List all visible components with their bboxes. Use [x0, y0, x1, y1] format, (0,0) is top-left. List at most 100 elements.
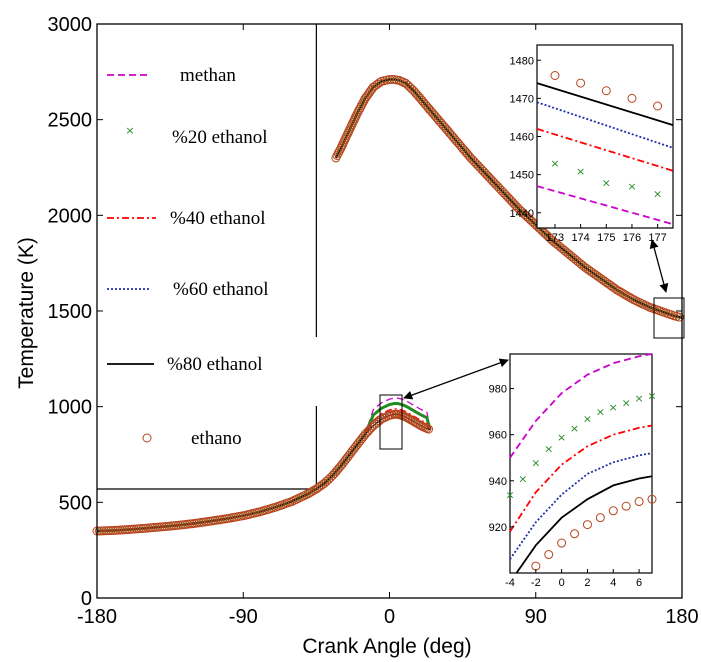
inset-20-ethanol-marker: × [622, 396, 631, 409]
inset-20-ethanol-marker: × [505, 489, 514, 502]
ethano-point [94, 526, 104, 536]
ethano-point [106, 526, 116, 535]
x-tick-label: -90 [229, 606, 258, 628]
inset-x-tick-label: 4 [610, 577, 616, 589]
main-plot [92, 75, 685, 536]
inset-x-tick-label: 2 [584, 577, 590, 589]
inset-20-ethanol-marker: × [653, 188, 662, 201]
ethano-point [376, 414, 386, 424]
inset-y-tick-label: 1460 [510, 132, 534, 144]
x-tick-label: 0 [384, 606, 395, 628]
ethano-point [332, 151, 342, 160]
arrow-end-to-inset [649, 239, 669, 293]
inset-80-ethanol-line [536, 82, 674, 126]
inset-x-tick-label: 0 [559, 577, 565, 589]
inset-40-ethanol-line [509, 424, 653, 532]
ethano-point [136, 524, 146, 533]
x-tick-label: -180 [77, 606, 117, 628]
ethano-point [333, 148, 343, 158]
ethano-point [122, 525, 132, 535]
ethano-point [104, 526, 114, 536]
legend-60-ethanol-label: %60 ethanol [173, 279, 269, 300]
inset-ethano-marker [621, 501, 631, 511]
inset-60-ethanol-line [509, 452, 653, 560]
legend-20-ethanol-label: %20 ethanol [172, 127, 268, 148]
y-tick-label: 500 [59, 492, 92, 514]
peak-zoom-box [379, 394, 403, 450]
inset-ethano-marker [601, 86, 611, 96]
inset-x-tick-label: 175 [597, 232, 615, 244]
arrow-peak-to-inset [403, 358, 509, 400]
end-zoom-box [653, 297, 685, 339]
ethano-point [111, 525, 121, 535]
inset-x-tick-label: 6 [636, 577, 642, 589]
x-tick-label: 90 [525, 606, 547, 628]
inset-ethano-marker [595, 513, 605, 523]
inset-x-tick-label: 173 [546, 232, 564, 244]
inset-20-ethanol-marker: × [518, 472, 527, 485]
ethano-point [101, 526, 111, 536]
inset-20-ethanol-marker: × [576, 165, 585, 178]
inset-20-ethanol-marker: × [634, 392, 643, 405]
ethano-point [385, 75, 394, 84]
inset-x-tick-label: 176 [623, 232, 641, 244]
inset-x-tick-label: -4 [505, 577, 515, 589]
inset-20-ethanol-marker: × [557, 431, 566, 444]
inset-ethano-marker [647, 494, 657, 504]
x-axis-label: Crank Angle (deg) [302, 635, 471, 658]
inset-y-tick-label: 1480 [510, 55, 534, 67]
inset-y-tick-label: 940 [489, 476, 507, 488]
legend-box [97, 24, 317, 490]
inset-ethano-marker [570, 529, 580, 539]
inset-y-tick-label: 1470 [510, 93, 534, 105]
legend-20-ethanol-marker: × [125, 124, 134, 137]
inset-ethano-marker [544, 550, 554, 560]
inset-y-tick-label: 920 [489, 522, 507, 534]
inset-20-ethanol-marker: × [570, 422, 579, 435]
ethano-point [387, 75, 397, 84]
ethano-point [360, 429, 370, 439]
inset-x-tick-label: 177 [648, 232, 666, 244]
y-tick-label: 2500 [48, 110, 93, 132]
inset-methan-line [509, 353, 653, 459]
legend-80-ethanol-label: %80 ethanol [167, 354, 263, 375]
inset-ethano-marker [634, 497, 644, 507]
inset-20-ethanol-marker: × [647, 389, 656, 402]
inset-methan-line [536, 185, 674, 226]
inset-20-ethanol-marker: × [544, 443, 553, 456]
inset-ethano-marker [576, 78, 586, 88]
inset-ethano-marker [653, 101, 663, 111]
inset-y-tick-label: 1450 [510, 170, 534, 182]
inset-ethano-marker [627, 93, 637, 103]
y-tick-label: 2000 [48, 205, 93, 227]
inset-frame [509, 353, 653, 574]
ethano-point [674, 312, 684, 322]
inset-20-ethanol-marker: × [596, 406, 605, 419]
inset-ethano-marker [550, 71, 560, 80]
y-tick-label: 1000 [48, 397, 93, 419]
x-tick-label: 180 [665, 606, 698, 628]
inset-ethano-marker [582, 520, 592, 530]
inset-20-ethanol-marker: × [550, 157, 559, 170]
inset-20-ethanol-marker: × [609, 401, 618, 414]
ethano-point [367, 84, 377, 94]
ethano-point [118, 525, 127, 535]
inset-20-ethanol-marker: × [627, 180, 636, 193]
zoom-arrows [403, 239, 669, 400]
ethano-point [380, 412, 390, 422]
legend-ethano-marker [142, 433, 152, 443]
legend-ethano-label: ethano [191, 428, 242, 449]
y-tick-label: 3000 [48, 14, 93, 36]
inset-40-ethanol-line [536, 128, 674, 172]
ethano-point [115, 525, 125, 535]
legend-40-ethanol-label: %40 ethanol [170, 208, 266, 229]
inset-20-ethanol-marker: × [531, 456, 540, 469]
inset-80-ethanol-line [515, 475, 653, 574]
ethano-point [365, 424, 375, 434]
inset-ethano-marker [608, 506, 618, 516]
inset-20-ethanol-marker: × [583, 413, 592, 426]
inset-x-tick-label: -2 [531, 577, 541, 589]
ethano-point [99, 526, 109, 536]
inset-end-zoom: × × × × × 173 174 175 176 177 1440 1450 1460 1470 1480 [510, 44, 674, 244]
